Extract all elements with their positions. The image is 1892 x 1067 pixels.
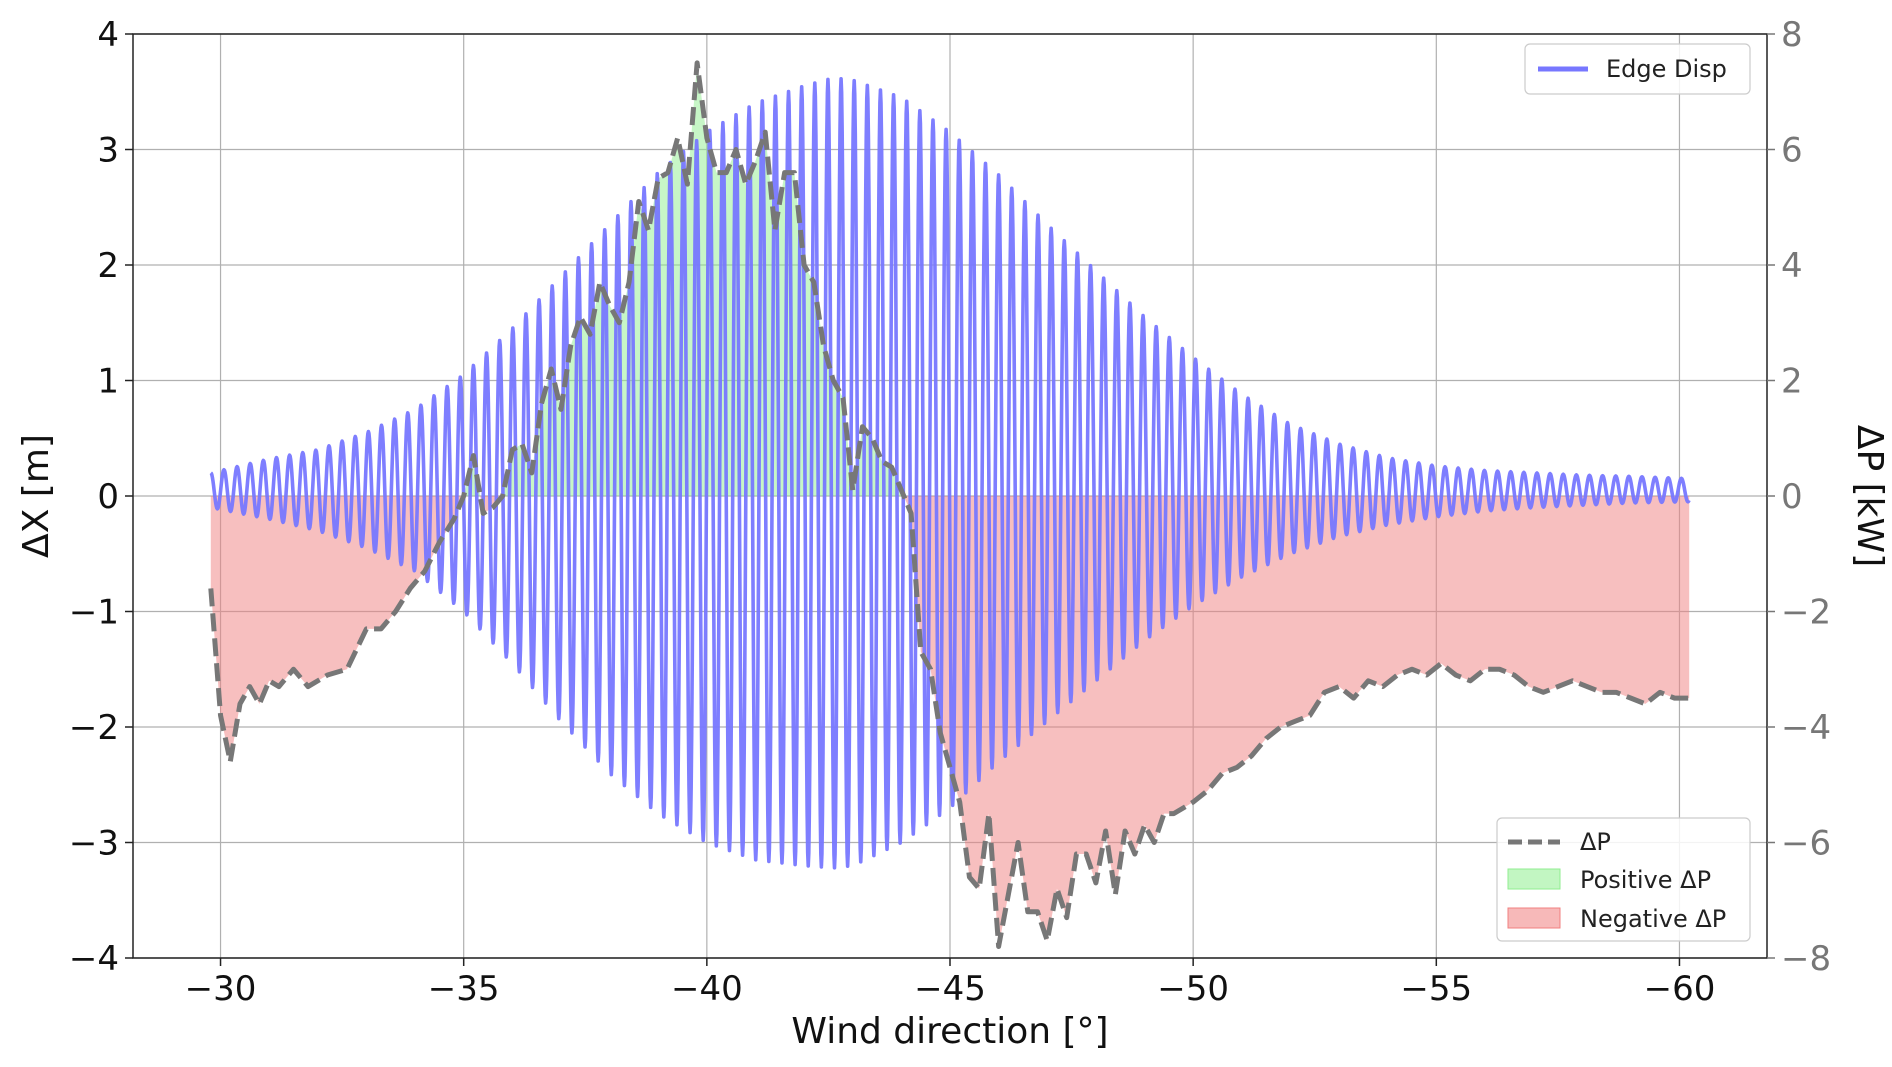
y-right-tick-label: 4 (1781, 246, 1803, 286)
y-axis-left-title: ΔX [m] (16, 434, 57, 558)
y-ticks-left: −4 −3 −2 −1 0 1 2 3 4 (69, 15, 133, 979)
y-left-tick-label: 0 (97, 477, 119, 517)
y-axis-right-title: ΔP [kW] (1849, 425, 1890, 567)
x-axis-title: Wind direction [°] (791, 1011, 1108, 1052)
y-right-tick-label: −2 (1781, 593, 1831, 633)
legend-top-box (1524, 43, 1751, 95)
y-left-tick-label: 1 (97, 362, 119, 402)
legend-edge-disp-label: Edge Disp (1606, 55, 1727, 83)
legend-positive-label: Positive ΔP (1580, 866, 1711, 894)
y-left-tick-label: 4 (97, 15, 119, 55)
x-tick-label: −30 (185, 969, 257, 1009)
legend-top-right: Edge Disp (1524, 43, 1751, 95)
delta-p-line (208, 60, 1690, 949)
y-right-tick-label: 2 (1781, 362, 1803, 402)
legend-negative-label: Negative ΔP (1580, 905, 1726, 933)
y-ticks-right: −8 −6 −4 −2 0 2 4 6 8 (1767, 15, 1831, 979)
y-left-tick-label: −2 (69, 708, 119, 748)
edge-disp-series (209, 77, 1691, 870)
legend-positive-swatch (1507, 868, 1561, 890)
y-left-tick-label: −3 (69, 824, 119, 864)
edge-disp-line (209, 77, 1691, 870)
x-ticks: −30 −35 −40 −45 −50 −55 −60 (185, 958, 1716, 1009)
y-right-tick-label: 6 (1781, 131, 1803, 171)
x-tick-label: −55 (1400, 969, 1472, 1009)
y-right-tick-label: −4 (1781, 708, 1831, 748)
x-tick-label: −45 (914, 969, 986, 1009)
x-tick-label: −35 (428, 969, 500, 1009)
legend-negative-swatch (1507, 907, 1561, 929)
x-tick-label: −60 (1644, 969, 1716, 1009)
y-left-tick-label: 3 (97, 131, 119, 171)
x-tick-label: −50 (1157, 969, 1229, 1009)
y-right-tick-label: −8 (1781, 939, 1831, 979)
y-left-tick-label: −1 (69, 593, 119, 633)
y-right-tick-label: −6 (1781, 824, 1831, 864)
delta-p-series (208, 60, 1690, 949)
y-right-tick-label: 8 (1781, 15, 1803, 55)
legend-delta-p-label: ΔP (1580, 828, 1611, 856)
legend-bottom-right: ΔP Positive ΔP Negative ΔP (1496, 817, 1751, 942)
y-right-tick-label: 0 (1781, 477, 1803, 517)
y-left-tick-label: 2 (97, 246, 119, 286)
x-tick-label: −40 (671, 969, 743, 1009)
y-left-tick-label: −4 (69, 939, 119, 979)
